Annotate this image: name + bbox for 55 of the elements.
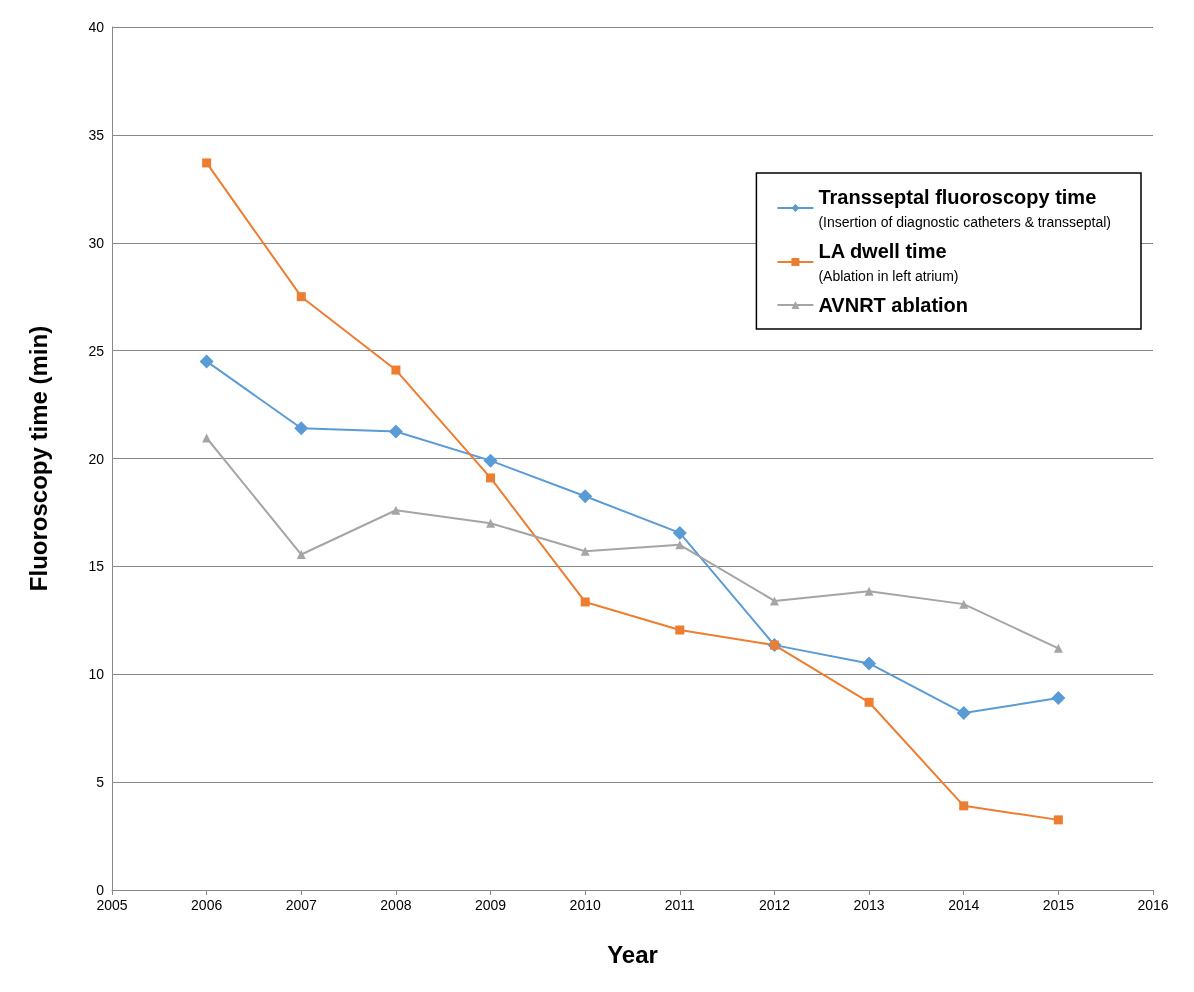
point [862,656,877,671]
point [769,596,779,606]
x-tick-label: 2012 [758,897,791,913]
point [580,546,590,556]
point [202,433,212,443]
y-tick-label: 5 [96,774,105,791]
x-tick-label: 2011 [664,897,696,913]
point [578,489,593,504]
y-tick-label: 40 [88,19,105,35]
x-tick-label: 2010 [569,897,601,913]
point [199,354,214,369]
y-tick-label: 25 [88,342,105,359]
point [1051,690,1066,705]
point [486,518,496,528]
point [1053,643,1063,653]
y-tick-label: 35 [88,126,105,143]
point [675,625,685,635]
x-tick-label: 2005 [96,897,128,913]
point [959,801,969,811]
legend-label: LA dwell time [818,240,947,262]
point [296,292,306,302]
point [956,706,971,721]
annotation: (Ablation in left atrium) [818,268,959,284]
point [388,424,403,439]
point [580,597,590,607]
y-tick-label: 15 [88,558,105,575]
point [959,599,969,609]
x-tick-label: 2009 [474,897,507,913]
point [864,697,874,707]
y-axis-title: Fluoroscopy time (min) [24,325,52,592]
annotation: (Insertion of diagnostic catheters & transseptal) [818,214,1111,230]
point [202,158,212,168]
point [672,525,687,540]
point [391,365,401,375]
legend-label: AVNRT ablation [818,294,969,316]
x-tick-label: 2013 [853,897,885,913]
point [1053,815,1063,825]
point [294,421,309,436]
x-tick-label: 2015 [1042,897,1075,913]
y-tick-label: 20 [88,450,105,467]
x-axis-title: Year [607,940,658,968]
x-tick-label: 2008 [380,897,412,913]
point [864,586,874,596]
y-tick-label: 30 [88,234,105,251]
x-tick-label: 2007 [285,897,318,913]
y-tick-label: 10 [88,666,105,683]
x-tick-label: 2006 [191,897,223,913]
point [296,550,306,560]
point [391,505,401,515]
legend-label: Transseptal fluoroscopy time [818,186,1097,208]
point [486,473,496,483]
y-tick-label: 0 [96,882,105,898]
x-tick-label: 2016 [1137,897,1169,913]
point [483,453,498,468]
x-tick-label: 2014 [948,897,980,913]
